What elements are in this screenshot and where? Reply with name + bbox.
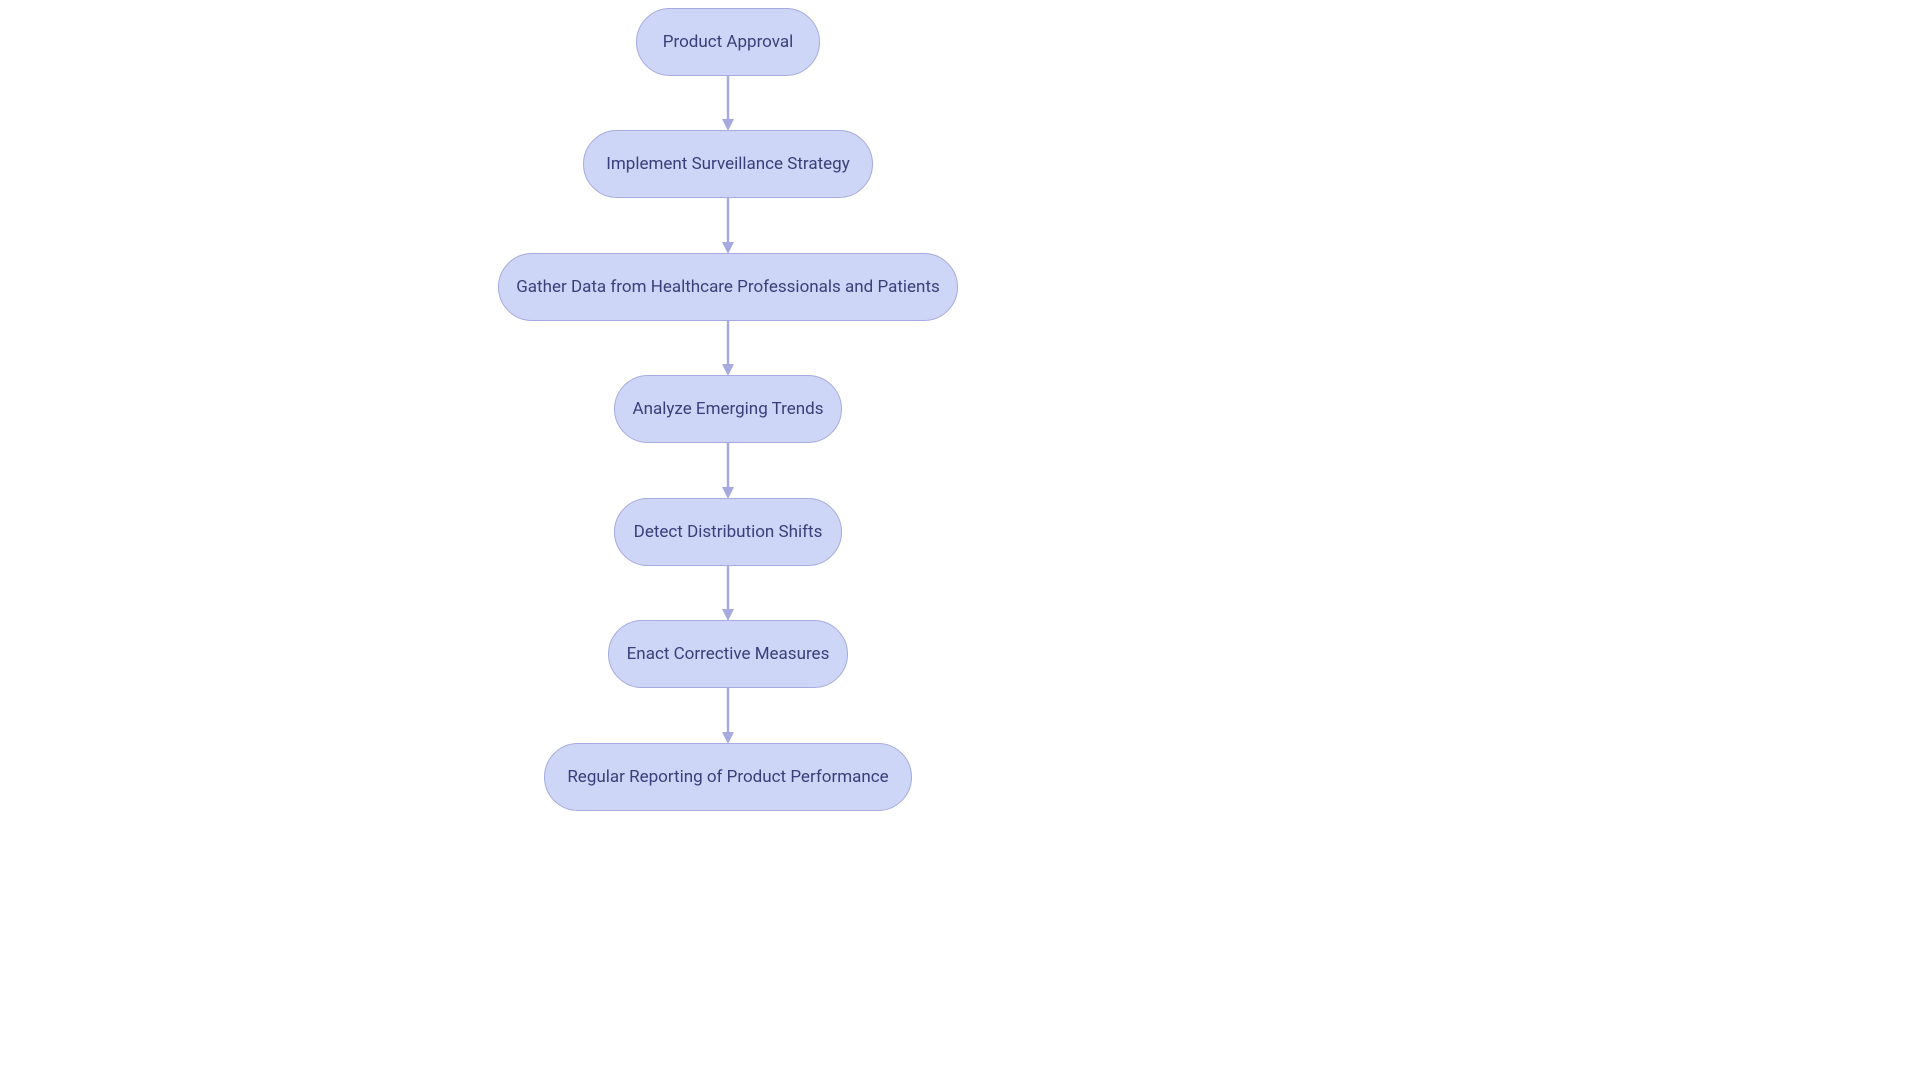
flowchart-node: Enact Corrective Measures	[608, 620, 848, 688]
flowchart-node: Product Approval	[636, 8, 820, 76]
flowchart-node: Regular Reporting of Product Performance	[544, 743, 912, 811]
flowchart-container: Product Approval Implement Surveillance S…	[0, 0, 1920, 1083]
flowchart-node: Detect Distribution Shifts	[614, 498, 842, 566]
flowchart-node: Gather Data from Healthcare Professional…	[498, 253, 958, 321]
flowchart-node: Implement Surveillance Strategy	[583, 130, 873, 198]
flowchart-node: Analyze Emerging Trends	[614, 375, 842, 443]
flowchart-edges-layer	[0, 0, 1920, 1083]
